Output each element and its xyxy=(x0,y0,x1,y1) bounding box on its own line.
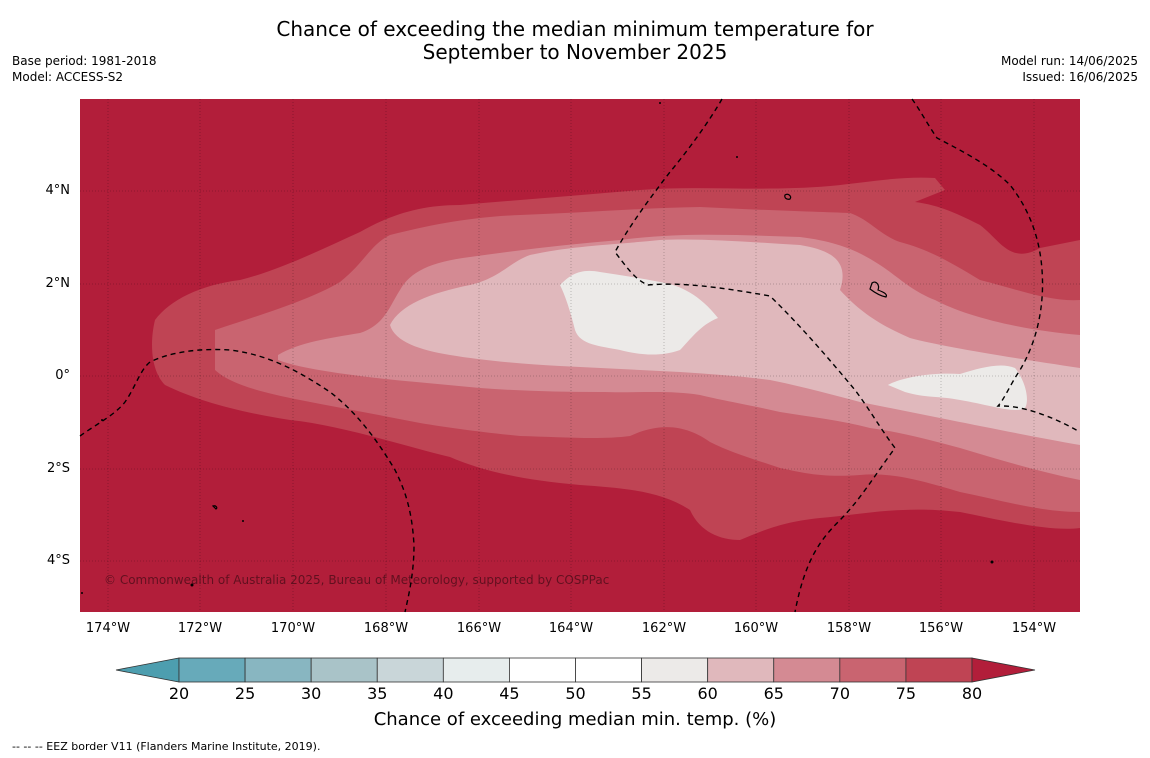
lon-label-172w: 172°W xyxy=(177,621,223,636)
lon-label-158w: 158°W xyxy=(826,621,872,636)
lon-label-164w: 164°W xyxy=(548,621,594,636)
islands xyxy=(211,193,888,510)
colorbar-segment xyxy=(442,657,510,683)
model-name: Model: ACCESS-S2 xyxy=(12,70,124,84)
colorbar-segment xyxy=(773,657,841,683)
colorbar-extend-low xyxy=(115,657,180,683)
island-dots xyxy=(81,102,994,594)
level-55-60 xyxy=(560,270,718,355)
colorbar-segment xyxy=(376,657,444,683)
cb-tick-label: 50 xyxy=(565,684,586,703)
cb-tick-label: 45 xyxy=(499,684,520,703)
colorbar-segment xyxy=(178,657,246,683)
lon-label-166w: 166°W xyxy=(456,621,502,636)
colorbar-segment xyxy=(575,657,642,683)
colorbar-segment xyxy=(707,657,775,683)
cb-tick-label: 60 xyxy=(697,684,718,703)
colorbar-title: Chance of exceeding median min. temp. (%… xyxy=(373,709,777,730)
colorbar-segment xyxy=(641,657,709,683)
lon-label-162w: 162°W xyxy=(641,621,687,636)
map-panel: © Commonwealth of Australia 2025, Bureau… xyxy=(79,98,1081,613)
base-period: Base period: 1981-2018 xyxy=(12,54,157,68)
issued-date: Issued: 16/06/2025 xyxy=(1022,70,1138,84)
lat-label-2n: 2°N xyxy=(45,276,71,291)
copyright-text: © Commonwealth of Australia 2025, Bureau… xyxy=(104,573,609,587)
colorbar xyxy=(115,657,1036,683)
map-title: Chance of exceeding the median minimum t… xyxy=(0,18,1150,64)
eez-borders xyxy=(79,98,1081,613)
cb-tick-label: 65 xyxy=(763,684,784,703)
cb-tick-label: 35 xyxy=(367,684,388,703)
lon-label-160w: 160°W xyxy=(733,621,779,636)
title-line-1: Chance of exceeding the median minimum t… xyxy=(276,17,874,41)
level-55-60-east xyxy=(888,365,1027,410)
cb-tick-label: 40 xyxy=(433,684,454,703)
level-60-65 xyxy=(390,239,1080,445)
lon-label-168w: 168°W xyxy=(363,621,409,636)
cb-tick-label: 75 xyxy=(895,684,917,703)
cb-tick-label: 20 xyxy=(168,684,190,703)
colorbar-extend-high xyxy=(971,657,1036,683)
title-line-2: September to November 2025 xyxy=(422,40,728,64)
cb-tick-label: 25 xyxy=(234,684,256,703)
lon-label-174w: 174°W xyxy=(85,621,131,636)
colorbar-segment xyxy=(905,657,973,683)
lat-label-2s: 2°S xyxy=(46,461,70,476)
meta-left: Base period: 1981-2018 Model: ACCESS-S2 xyxy=(12,53,157,85)
meta-right: Model run: 14/06/2025 Issued: 16/06/2025 xyxy=(1001,53,1138,85)
cb-tick-label: 30 xyxy=(300,684,322,703)
cb-tick-label: 80 xyxy=(961,684,983,703)
colorbar-segment xyxy=(244,657,312,683)
cb-tick-label: 70 xyxy=(829,684,850,703)
lat-label-0: 0° xyxy=(55,368,70,383)
lon-label-156w: 156°W xyxy=(918,621,964,636)
lat-label-4s: 4°S xyxy=(46,553,70,568)
lon-label-170w: 170°W xyxy=(270,621,316,636)
lat-label-4n: 4°N xyxy=(45,183,71,198)
colorbar-segment xyxy=(839,657,907,683)
eez-footnote: -- -- -- EEZ border V11 (Flanders Marine… xyxy=(12,740,321,753)
model-run: Model run: 14/06/2025 xyxy=(1000,54,1138,68)
colorbar-segments xyxy=(178,657,973,683)
colorbar-segment xyxy=(310,657,378,683)
colorbar-segment xyxy=(509,657,576,683)
cb-tick-label: 55 xyxy=(631,684,652,703)
lon-label-154w: 154°W xyxy=(1011,621,1057,636)
